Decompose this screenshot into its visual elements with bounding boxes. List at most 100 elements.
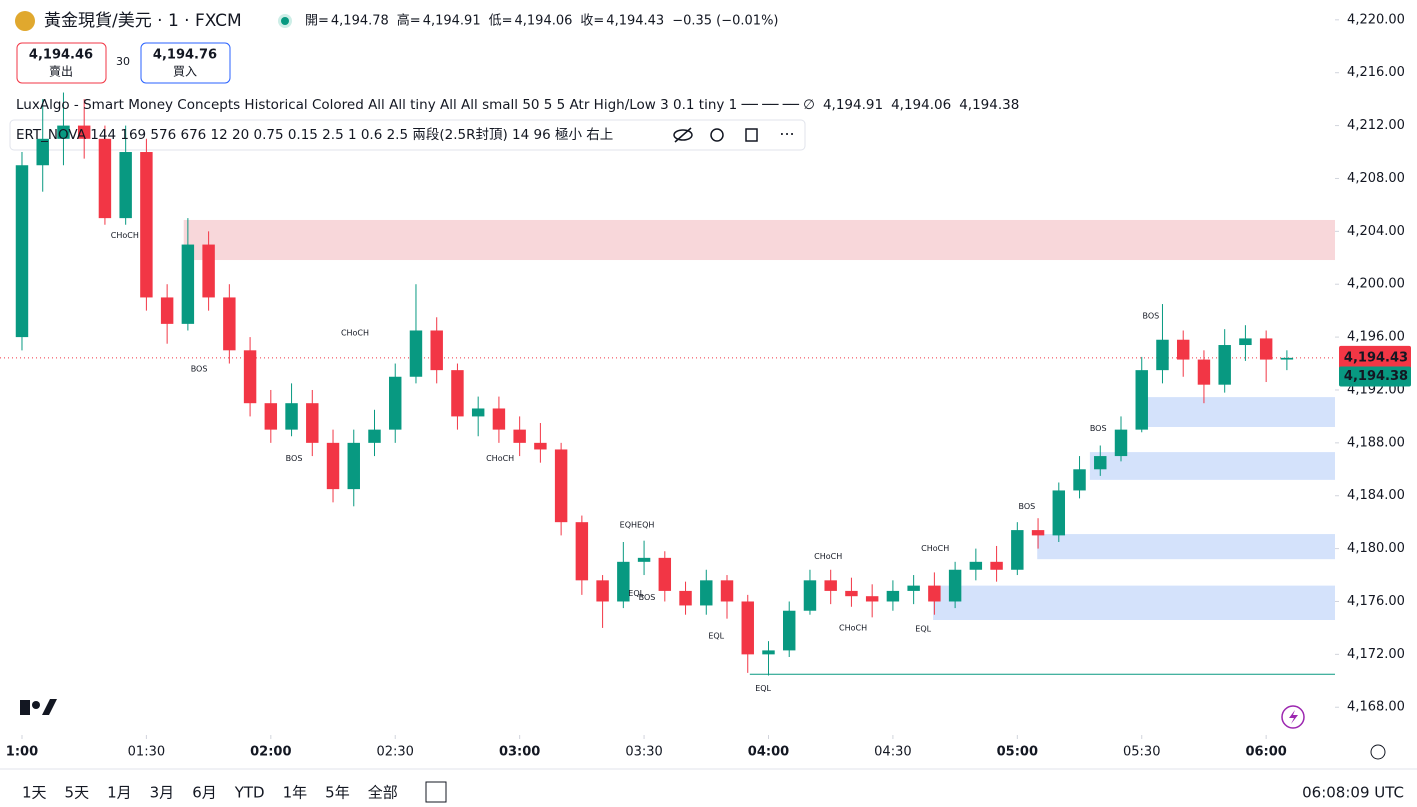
range-button[interactable]: 1月	[107, 784, 132, 802]
indicator-icons	[673, 127, 758, 143]
candle-body	[430, 330, 443, 371]
candle-body	[1197, 359, 1211, 385]
candle-body	[15, 165, 29, 338]
range-button[interactable]: 5天	[65, 784, 90, 802]
candle-body	[471, 408, 485, 417]
candle-body	[389, 376, 402, 430]
candle-body	[1156, 339, 1169, 371]
candle-body	[1031, 530, 1045, 536]
candle-body	[617, 561, 630, 602]
candle-body	[762, 650, 775, 655]
buy-price: 4,194.76	[153, 48, 217, 63]
settings-icon[interactable]	[710, 128, 724, 142]
structure-label: EQHEQH	[620, 520, 655, 529]
candle-body	[1176, 339, 1190, 360]
x-tick-label: 06:00	[1245, 745, 1286, 760]
candle-body	[845, 590, 858, 597]
y-tick-label: 4,220.00	[1347, 12, 1405, 27]
hide-icon-slash	[674, 127, 692, 143]
buy-button[interactable]	[140, 42, 231, 84]
candle-body	[1280, 357, 1294, 360]
price-change: −0.35 (−0.01%)	[672, 14, 778, 29]
delete-icon[interactable]	[745, 128, 758, 142]
candle-body	[119, 152, 132, 219]
structure-label: BOS	[1018, 502, 1035, 511]
range-button[interactable]: 全部	[368, 784, 398, 802]
candle-body	[1135, 370, 1148, 430]
candle-body	[347, 442, 360, 490]
candle-body	[57, 125, 70, 139]
range-button[interactable]: YTD	[234, 784, 265, 802]
ohlc-value: 4,194.78	[331, 14, 389, 29]
x-tick-label: 03:30	[625, 745, 662, 760]
y-tick-label: 4,196.00	[1347, 330, 1405, 345]
structure-label: CHoCH	[814, 552, 842, 561]
sell-button[interactable]	[16, 42, 107, 84]
settings-gear[interactable]	[1370, 744, 1386, 760]
candle-body	[741, 601, 754, 655]
candle-body	[886, 590, 900, 602]
candle-body	[720, 580, 734, 602]
candle-body	[140, 152, 153, 298]
candle-body	[77, 125, 91, 139]
x-tick-label: 05:00	[997, 745, 1038, 760]
y-tick-label: 4,216.00	[1347, 65, 1405, 80]
candle-body	[1052, 490, 1066, 536]
candle-body	[679, 590, 692, 606]
more-icon[interactable]: ···	[779, 125, 794, 144]
candle-body	[492, 408, 506, 430]
symbol-icon	[15, 11, 35, 31]
candle-body	[948, 569, 962, 602]
indicator-name: LuxAlgo - Smart Money Concepts Historica…	[16, 97, 815, 113]
hide-icon[interactable]	[673, 129, 693, 141]
candle-body	[824, 580, 837, 591]
candle-body	[865, 596, 879, 602]
ohlc-label: 收=	[580, 14, 604, 29]
candle-body	[264, 403, 278, 430]
candle-body	[513, 429, 526, 443]
y-tick-label: 4,188.00	[1347, 435, 1405, 450]
range-button[interactable]: 1天	[22, 784, 47, 802]
candle-body	[181, 244, 195, 324]
clock: 06:08:09 UTC	[1302, 784, 1404, 802]
y-tick-label: 4,184.00	[1347, 488, 1405, 503]
y-tick-label: 4,176.00	[1347, 594, 1405, 609]
structure-label: EQL	[755, 684, 771, 693]
spread: 30	[116, 55, 130, 68]
order-block	[183, 219, 1336, 261]
alert-bolt	[1289, 710, 1298, 724]
y-tick-label: 4,204.00	[1347, 224, 1405, 239]
structure-label: EQL	[915, 625, 931, 634]
y-tick-label: 4,208.00	[1347, 171, 1405, 186]
candle-body	[451, 370, 464, 417]
logo-part	[32, 701, 40, 709]
candle-body	[1239, 338, 1252, 346]
indicator-value: 4,194.06	[891, 97, 951, 113]
x-tick-label: 1:00	[6, 745, 38, 760]
range-button[interactable]: 3月	[150, 784, 175, 802]
candle-body	[368, 429, 381, 443]
date-range-icon[interactable]	[425, 781, 447, 803]
structure-label: BOS	[1142, 311, 1159, 320]
ohlc-value: 4,194.06	[515, 14, 573, 29]
indicator-price-tag	[1339, 366, 1411, 387]
range-button[interactable]: 5年	[325, 784, 350, 802]
x-tick-label: 01:30	[128, 745, 165, 760]
candle-body	[907, 585, 920, 591]
range-button[interactable]: 1年	[283, 784, 308, 802]
alert-icon[interactable]	[1281, 705, 1305, 729]
x-tick-label: 02:00	[250, 745, 291, 760]
order-block	[1140, 397, 1335, 427]
structure-label: BOS	[1090, 424, 1107, 433]
ohlc-label: 開=	[305, 14, 329, 29]
y-tick-label: 4,200.00	[1347, 277, 1405, 292]
candle-body	[1094, 456, 1107, 470]
x-tick-label: 04:30	[874, 745, 911, 760]
candle-body	[700, 580, 713, 606]
order-block	[1037, 534, 1335, 560]
range-button[interactable]: 6月	[192, 784, 217, 802]
candle-body	[637, 557, 651, 562]
structure-label: CHoCH	[111, 231, 139, 240]
candle-body	[1114, 429, 1128, 457]
